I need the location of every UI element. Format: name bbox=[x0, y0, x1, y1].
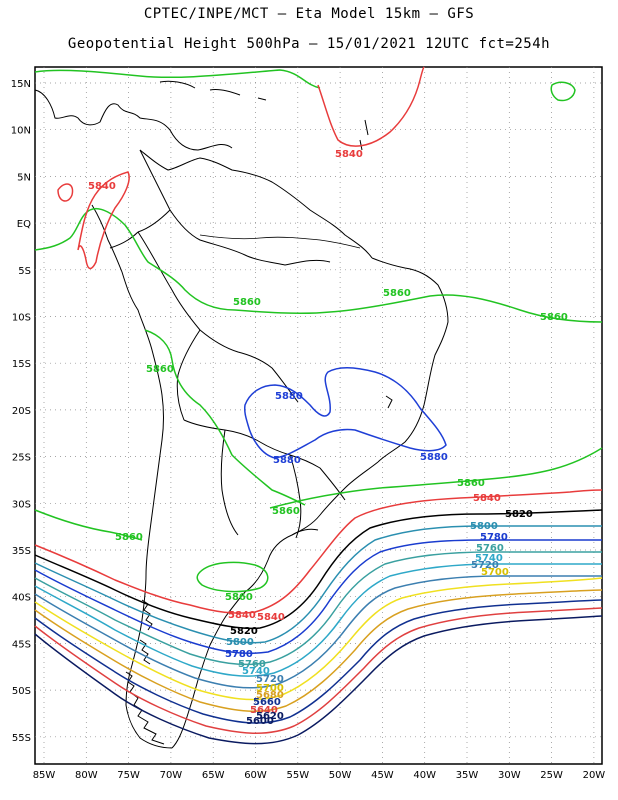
label-5840-s: 5840 bbox=[473, 493, 501, 504]
lon-labels: 85W 80W 75W 70W 65W 60W 55W 50W 45W 40W 35W 30W 25W 2… bbox=[33, 770, 606, 781]
label-5840-ne: 5840 bbox=[335, 149, 363, 160]
contour-5660 bbox=[34, 599, 603, 724]
label-5840-col: 5840 bbox=[88, 181, 116, 192]
label-5720-b: 5720 bbox=[256, 674, 284, 685]
label-5660-a: 5660 bbox=[253, 697, 281, 708]
lat-labels: 15N 10N 5N EQ 5S 10S 15S 20S 25S 30S 35S 40S 45S 50S 5… bbox=[11, 79, 31, 744]
lat-tick-label: 50S bbox=[12, 686, 31, 697]
label-5860-g: 5860 bbox=[115, 532, 143, 543]
label-5840-c: 5840 bbox=[257, 612, 285, 623]
contour-5720 bbox=[34, 575, 602, 689]
contour-5860-loop bbox=[196, 561, 269, 593]
contour-5760 bbox=[34, 551, 602, 666]
lat-tick-label: 40S bbox=[12, 593, 31, 604]
lat-tick-label: 45S bbox=[12, 639, 31, 650]
lon-tick-label: 40W bbox=[413, 770, 436, 781]
label-5860-c: 5860 bbox=[540, 312, 568, 323]
label-5820-b: 5820 bbox=[230, 626, 258, 637]
label-5880-c: 5880 bbox=[420, 452, 448, 463]
lat-tick-label: 30S bbox=[12, 499, 31, 510]
contour-lines bbox=[34, 66, 603, 745]
contour-5840-colombia bbox=[77, 171, 130, 270]
lon-tick-label: 55W bbox=[286, 770, 309, 781]
contour-5860-north bbox=[34, 69, 321, 89]
label-5740-b: 5740 bbox=[242, 666, 270, 677]
label-5700-a: 5700 bbox=[481, 567, 509, 578]
lon-tick-label: 65W bbox=[202, 770, 225, 781]
contour-5840-colombia-b bbox=[57, 183, 74, 202]
label-5860-e: 5860 bbox=[457, 478, 485, 489]
lon-tick-label: 35W bbox=[456, 770, 479, 781]
label-5800-b: 5800 bbox=[226, 637, 254, 648]
contour-5840-northeast bbox=[317, 66, 425, 147]
contour-5780 bbox=[34, 539, 602, 655]
contour-5860-south bbox=[269, 447, 603, 509]
label-5860-b: 5860 bbox=[383, 288, 411, 299]
lat-tick-label: EQ bbox=[17, 219, 31, 230]
label-5700-b: 5700 bbox=[256, 683, 284, 694]
lat-tick-label: 35S bbox=[12, 546, 31, 557]
contour-5700 bbox=[34, 577, 603, 701]
label-5780-b: 5780 bbox=[225, 649, 253, 660]
contour-5800 bbox=[34, 525, 602, 644]
lon-tick-label: 75W bbox=[117, 770, 140, 781]
contour-labels: 5840 5840 5860 5860 5860 5860 5880 5880 … bbox=[88, 149, 568, 727]
contour-5860-andes bbox=[144, 329, 306, 506]
label-5680-a: 5680 bbox=[256, 690, 284, 701]
contour-5740 bbox=[34, 563, 602, 677]
label-5860-a: 5860 bbox=[233, 297, 261, 308]
contour-5880-main bbox=[244, 367, 447, 459]
lat-tick-label: 10N bbox=[11, 126, 31, 137]
label-5760-a: 5760 bbox=[476, 543, 504, 554]
lon-tick-label: 60W bbox=[244, 770, 267, 781]
label-5880-a: 5880 bbox=[275, 391, 303, 402]
label-5880-b: 5880 bbox=[273, 455, 301, 466]
lon-tick-label: 70W bbox=[160, 770, 183, 781]
label-5860-d: 5860 bbox=[146, 364, 174, 375]
lon-tick-label: 85W bbox=[33, 770, 56, 781]
label-5740-a: 5740 bbox=[475, 553, 503, 564]
lon-tick-label: 45W bbox=[371, 770, 394, 781]
lat-tick-label: 10S bbox=[12, 313, 31, 324]
map-title-line2: Geopotential Height 500hPa – 15/01/2021 … bbox=[67, 36, 551, 52]
lat-tick-label: 25S bbox=[12, 453, 31, 464]
lat-tick-label: 5S bbox=[18, 266, 31, 277]
lon-tick-label: 20W bbox=[583, 770, 606, 781]
label-5640-a: 5640 bbox=[250, 705, 278, 716]
label-5800-a: 5800 bbox=[470, 521, 498, 532]
contour-5860-pacific bbox=[34, 509, 143, 541]
contour-5680 bbox=[34, 589, 603, 712]
lon-tick-label: 30W bbox=[498, 770, 521, 781]
label-5600-a: 5600 bbox=[246, 716, 274, 727]
coastline-layer bbox=[34, 80, 449, 749]
lat-tick-label: 20S bbox=[12, 406, 31, 417]
label-5820-a: 5820 bbox=[505, 509, 533, 520]
contour-5840-main bbox=[34, 489, 603, 614]
label-5620-a: 5620 bbox=[256, 711, 284, 722]
lon-tick-label: 25W bbox=[540, 770, 563, 781]
contour-5620 bbox=[34, 615, 603, 745]
lat-tick-label: 15S bbox=[12, 359, 31, 370]
label-5860-h: 5860 bbox=[225, 592, 253, 603]
label-5720-a: 5720 bbox=[471, 560, 499, 571]
lon-tick-label: 50W bbox=[329, 770, 352, 781]
label-5840-b: 5840 bbox=[228, 610, 256, 621]
label-5780-a: 5780 bbox=[480, 532, 508, 543]
label-5760-b: 5760 bbox=[238, 659, 266, 670]
lat-tick-label: 15N bbox=[11, 79, 31, 90]
map-title-line1: CPTEC/INPE/MCT – Eta Model 15km – GFS bbox=[143, 6, 475, 22]
lat-tick-label: 55S bbox=[12, 733, 31, 744]
lon-tick-label: 80W bbox=[75, 770, 98, 781]
contour-5860-caribbean bbox=[550, 81, 576, 102]
lat-tick-label: 5N bbox=[17, 172, 31, 183]
label-5860-f: 5860 bbox=[272, 506, 300, 517]
contour-5640 bbox=[34, 607, 603, 734]
contour-5820 bbox=[34, 509, 603, 630]
